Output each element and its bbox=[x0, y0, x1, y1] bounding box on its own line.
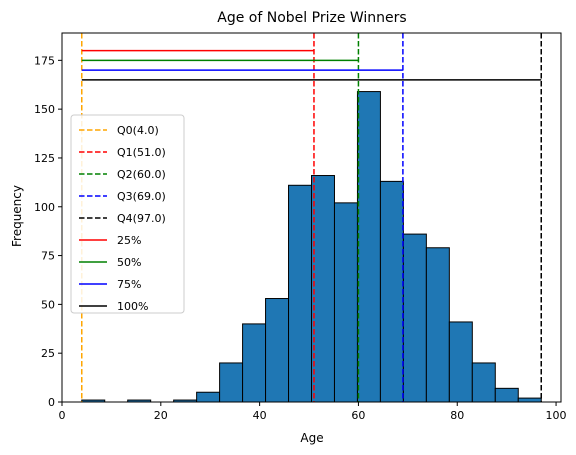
y-tick-label: 25 bbox=[41, 347, 55, 360]
histogram-bar bbox=[333, 202, 358, 403]
y-tick-label: 150 bbox=[34, 103, 55, 116]
x-tick-label: 40 bbox=[253, 409, 267, 422]
histogram-bar bbox=[219, 362, 244, 403]
y-tick-label: 125 bbox=[34, 152, 55, 165]
histogram-bar bbox=[517, 397, 542, 403]
axis-ticks: 0 20 40 60 80 100 0 25 50 75 100 125 150 175 bbox=[34, 54, 567, 422]
histogram-bar bbox=[379, 180, 404, 403]
histogram-bar bbox=[471, 362, 496, 403]
legend-label: 75% bbox=[117, 278, 141, 291]
y-tick-label: 50 bbox=[41, 298, 55, 311]
histogram-bar bbox=[196, 391, 221, 403]
legend: Q0(4.0) Q1(51.0) Q2(60.0) Q3(69.0) Q4(97.0) 2… bbox=[70, 114, 185, 314]
legend-label: Q1(51.0) bbox=[117, 146, 166, 159]
histogram-bar bbox=[402, 233, 427, 403]
x-axis-label: Age bbox=[300, 431, 323, 445]
y-tick-label: 75 bbox=[41, 250, 55, 263]
histogram-bar bbox=[448, 321, 473, 403]
histogram-bar bbox=[425, 247, 450, 403]
histogram-bar bbox=[356, 91, 381, 403]
x-tick-label: 80 bbox=[450, 409, 464, 422]
legend-label: 50% bbox=[117, 256, 141, 269]
legend-label: Q3(69.0) bbox=[117, 190, 166, 203]
chart-title: Age of Nobel Prize Winners bbox=[217, 10, 406, 26]
legend-label: Q2(60.0) bbox=[117, 168, 166, 181]
legend-label: 25% bbox=[117, 234, 141, 247]
plot-frame bbox=[61, 32, 562, 403]
y-tick-label: 0 bbox=[48, 396, 55, 409]
x-tick-label: 20 bbox=[154, 409, 168, 422]
histogram-bar bbox=[494, 387, 519, 403]
y-tick-label: 100 bbox=[34, 201, 55, 214]
histogram-bar bbox=[288, 184, 313, 403]
y-tick-label: 175 bbox=[34, 54, 55, 67]
legend-box bbox=[70, 114, 185, 314]
x-tick-label: 0 bbox=[59, 409, 66, 422]
histogram-bar bbox=[242, 323, 267, 403]
legend-label: 100% bbox=[117, 300, 148, 313]
x-tick-label: 100 bbox=[546, 409, 567, 422]
histogram-bar bbox=[311, 175, 335, 403]
plot-area bbox=[81, 33, 542, 403]
x-tick-label: 60 bbox=[351, 409, 365, 422]
legend-label: Q4(97.0) bbox=[117, 212, 166, 225]
y-axis-label: Frequency bbox=[10, 185, 24, 247]
histogram-bar bbox=[265, 298, 290, 403]
legend-label: Q0(4.0) bbox=[117, 124, 159, 137]
